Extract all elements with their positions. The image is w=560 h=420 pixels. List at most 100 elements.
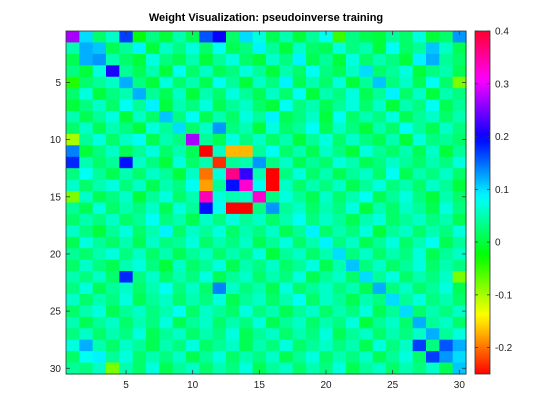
heatmap-cell	[332, 99, 347, 112]
heatmap-cell	[132, 53, 147, 66]
heatmap-cell	[439, 271, 454, 284]
heatmap-cell	[146, 76, 160, 89]
heatmap-cell	[226, 351, 240, 364]
heatmap-cell	[146, 282, 160, 295]
heatmap-cell	[239, 145, 254, 158]
heatmap-cell	[266, 111, 280, 124]
heatmap-cell	[346, 156, 360, 169]
heatmap-cell	[119, 236, 134, 249]
heatmap-cell	[346, 248, 360, 261]
heatmap-cell	[266, 156, 280, 169]
heatmap-cell	[319, 248, 334, 261]
heatmap-cell	[159, 145, 174, 158]
heatmap-cell	[132, 99, 147, 112]
heatmap-cell	[346, 259, 360, 272]
heatmap-cell	[306, 145, 320, 158]
heatmap-cell	[106, 339, 120, 352]
heatmap-cell	[266, 168, 280, 181]
heatmap-cell	[106, 191, 120, 204]
heatmap-cell	[306, 248, 320, 261]
heatmap-cell	[412, 156, 427, 169]
heatmap-cell	[239, 293, 254, 306]
heatmap-cell	[346, 271, 360, 284]
heatmap-cell	[186, 202, 200, 215]
heatmap-cell	[292, 42, 307, 55]
heatmap-cell	[146, 65, 160, 78]
heatmap-cell	[279, 168, 294, 181]
heatmap-cell	[346, 362, 360, 375]
y-tick-label: 10	[50, 135, 62, 146]
heatmap-cell	[159, 111, 174, 124]
heatmap-cell	[266, 202, 280, 215]
heatmap-cell	[292, 65, 307, 78]
heatmap-cell	[292, 133, 307, 146]
heatmap-cell	[412, 362, 427, 375]
heatmap-cell	[226, 122, 240, 135]
heatmap-cell	[386, 271, 400, 284]
heatmap-cell	[132, 122, 147, 135]
heatmap-cell	[399, 213, 414, 226]
heatmap-cell	[119, 351, 134, 364]
heatmap-cell	[106, 179, 120, 192]
heatmap-cell	[119, 42, 134, 55]
heatmap-cell	[172, 225, 187, 238]
heatmap-cell	[452, 259, 467, 272]
heatmap-cell	[439, 76, 454, 89]
heatmap-cell	[239, 282, 254, 295]
heatmap-cell	[252, 248, 267, 261]
heatmap-cell	[92, 88, 107, 101]
heatmap-cell	[92, 351, 107, 364]
heatmap-cell	[252, 293, 267, 306]
heatmap-cell	[252, 225, 267, 238]
heatmap-cell	[452, 282, 467, 295]
heatmap-cell	[346, 53, 360, 66]
heatmap-cell	[132, 179, 147, 192]
heatmap-cell	[306, 76, 320, 89]
heatmap-cell	[226, 316, 240, 329]
heatmap-cell	[159, 99, 174, 112]
heatmap-cell	[372, 53, 387, 66]
heatmap-cell	[106, 271, 120, 284]
heatmap-cell	[66, 259, 80, 272]
heatmap-cell	[426, 99, 440, 112]
heatmap-cell	[172, 156, 187, 169]
heatmap-cell	[412, 111, 427, 124]
heatmap-cell	[332, 236, 347, 249]
heatmap-cell	[346, 31, 360, 44]
heatmap-cell	[159, 305, 174, 318]
heatmap-cell	[212, 236, 227, 249]
heatmap-cell	[359, 53, 374, 66]
heatmap-cell	[452, 316, 467, 329]
heatmap-cell	[372, 88, 387, 101]
heatmap-cell	[79, 225, 94, 238]
y-tick-label: 25	[50, 307, 62, 318]
heatmap-cell	[306, 111, 320, 124]
heatmap-cell	[172, 213, 187, 226]
heatmap-cell	[172, 179, 187, 192]
heatmap-cell	[346, 111, 360, 124]
heatmap-cell	[146, 339, 160, 352]
heatmap-cell	[359, 88, 374, 101]
heatmap-cell	[186, 179, 200, 192]
heatmap-cell	[292, 88, 307, 101]
heatmap-cell	[279, 76, 294, 89]
heatmap-cell	[106, 328, 120, 341]
heatmap-cell	[266, 76, 280, 89]
heatmap-cell	[306, 202, 320, 215]
heatmap-cell	[186, 133, 200, 146]
heatmap-cell	[239, 305, 254, 318]
heatmap-cell	[279, 293, 294, 306]
heatmap-cell	[106, 65, 120, 78]
heatmap-cell	[359, 259, 374, 272]
heatmap-cell	[306, 339, 320, 352]
heatmap-cell	[372, 328, 387, 341]
heatmap-cell	[92, 133, 107, 146]
heatmap-cell	[346, 42, 360, 55]
heatmap-cell	[412, 236, 427, 249]
heatmap-cell	[132, 305, 147, 318]
heatmap-cell	[92, 248, 107, 261]
heatmap-cell	[266, 339, 280, 352]
heatmap-cell	[199, 293, 214, 306]
heatmap-cell	[199, 316, 214, 329]
heatmap-cell	[452, 76, 467, 89]
